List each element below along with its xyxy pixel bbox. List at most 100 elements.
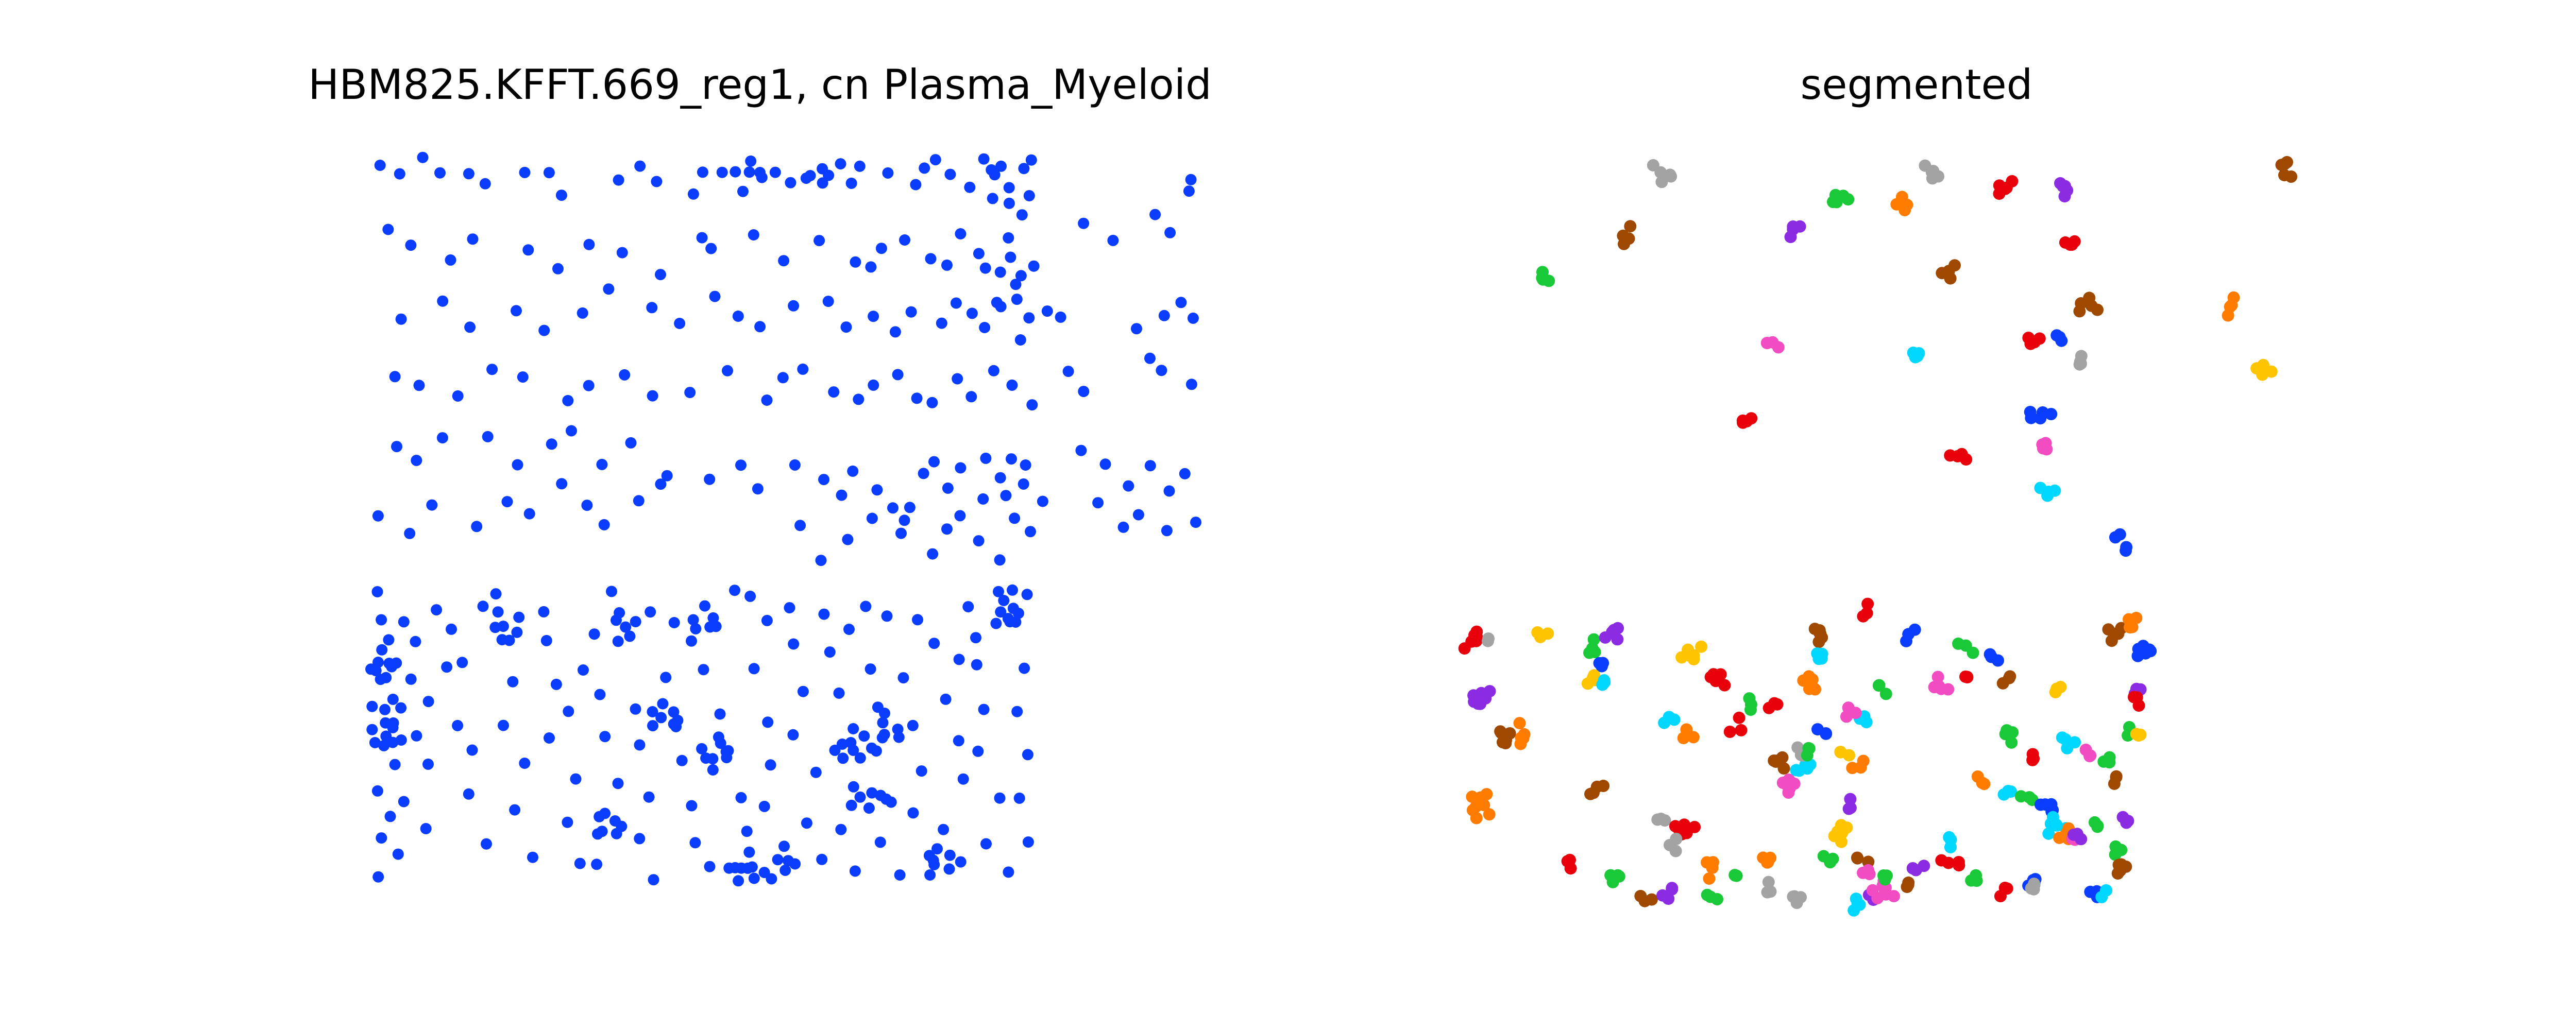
scatter-point bbox=[686, 800, 698, 812]
scatter-point bbox=[395, 702, 407, 714]
scatter-point bbox=[910, 179, 922, 191]
segment-point bbox=[2091, 820, 2104, 833]
scatter-point bbox=[816, 853, 828, 865]
scatter-point bbox=[1161, 525, 1173, 537]
scatter-point bbox=[748, 872, 760, 884]
scatter-point bbox=[942, 482, 954, 494]
segment-point bbox=[1695, 640, 1708, 653]
scatter-point bbox=[562, 816, 573, 828]
segment-point bbox=[1993, 187, 2006, 200]
scatter-point bbox=[843, 624, 855, 635]
segment-point bbox=[1534, 630, 1547, 643]
segment-point bbox=[2068, 235, 2081, 248]
scatter-point bbox=[503, 634, 515, 646]
scatter-point bbox=[955, 462, 967, 474]
scatter-point bbox=[907, 719, 919, 731]
scatter-point bbox=[446, 623, 457, 635]
scatter-point bbox=[523, 508, 535, 520]
scatter-point bbox=[434, 167, 446, 179]
scatter-point bbox=[1149, 209, 1161, 220]
scatter-point bbox=[1179, 468, 1191, 479]
scatter-point bbox=[687, 614, 699, 626]
scatter-point bbox=[817, 163, 828, 175]
scatter-point bbox=[566, 425, 577, 437]
segment-point bbox=[2046, 811, 2059, 823]
scatter-point bbox=[1023, 190, 1035, 201]
scatter-point bbox=[723, 862, 735, 874]
scatter-point bbox=[698, 664, 709, 676]
scatter-point bbox=[1022, 836, 1034, 848]
scatter-point bbox=[655, 269, 666, 281]
scatter-point bbox=[905, 306, 917, 318]
scatter-point bbox=[860, 600, 872, 612]
segment-point bbox=[1707, 668, 1720, 681]
scatter-point bbox=[788, 300, 800, 312]
segment-point bbox=[1907, 347, 1920, 359]
scatter-point bbox=[389, 371, 401, 383]
segment-point bbox=[2275, 159, 2288, 171]
scatter-point bbox=[519, 166, 531, 178]
scatter-point bbox=[835, 823, 847, 835]
scatter-point bbox=[599, 731, 611, 743]
scatter-point bbox=[431, 604, 443, 616]
scatter-point bbox=[848, 723, 859, 734]
scatter-point bbox=[647, 720, 658, 732]
scatter-point bbox=[875, 243, 887, 254]
scatter-point bbox=[845, 177, 857, 189]
scatter-point bbox=[730, 166, 741, 178]
scatter-point bbox=[814, 235, 825, 247]
scatter-point bbox=[1156, 365, 1167, 376]
segment-point bbox=[2024, 337, 2037, 350]
segment-point bbox=[2028, 878, 2041, 890]
scatter-point bbox=[544, 732, 555, 744]
scatter-point bbox=[445, 254, 456, 266]
scatter-point bbox=[1163, 485, 1175, 497]
segment-point bbox=[1857, 610, 1870, 623]
segment-point bbox=[1480, 788, 1493, 801]
scatter-point bbox=[965, 391, 977, 403]
scatter-point bbox=[634, 160, 646, 172]
scatter-point bbox=[1131, 323, 1142, 335]
scatter-point bbox=[466, 744, 478, 756]
scatter-point bbox=[944, 849, 956, 861]
scatter-point bbox=[970, 632, 981, 644]
scatter-point bbox=[779, 864, 791, 876]
segment-point bbox=[1472, 697, 1484, 710]
scatter-point bbox=[422, 696, 434, 708]
scatter-point bbox=[696, 232, 708, 244]
scatter-point bbox=[752, 483, 764, 495]
scatter-point bbox=[543, 167, 555, 179]
scatter-point bbox=[707, 764, 719, 776]
segment-point bbox=[1766, 336, 1779, 349]
segment-point bbox=[1872, 679, 1885, 692]
segment-point bbox=[1669, 845, 1682, 857]
scatter-point bbox=[596, 458, 608, 470]
segment-point bbox=[1817, 850, 1830, 863]
scatter-point bbox=[689, 837, 701, 849]
segment-point bbox=[1851, 897, 1864, 910]
scatter-point bbox=[643, 791, 655, 803]
segment-point bbox=[2001, 882, 2013, 895]
scatter-point bbox=[707, 612, 719, 624]
segment-point bbox=[1706, 862, 1719, 874]
scatter-point bbox=[978, 703, 990, 715]
scatter-point bbox=[778, 840, 790, 852]
scatter-point bbox=[646, 302, 658, 314]
scatter-point bbox=[1011, 294, 1023, 305]
scatter-point bbox=[1117, 521, 1129, 533]
segment-point bbox=[1783, 782, 1796, 795]
scatter-point bbox=[498, 719, 509, 731]
segment-point bbox=[1729, 869, 1741, 882]
segment-point bbox=[1908, 623, 1921, 636]
scatter-point bbox=[863, 802, 875, 814]
segment-point bbox=[1744, 698, 1757, 711]
scatter-point bbox=[1187, 312, 1199, 324]
segment-point bbox=[2132, 729, 2145, 742]
scatter-point bbox=[840, 321, 852, 333]
segment-point bbox=[2014, 790, 2027, 803]
scatter-point bbox=[868, 311, 879, 322]
scatter-point bbox=[772, 854, 784, 866]
segment-point bbox=[1837, 190, 1850, 202]
scatter-point bbox=[784, 602, 795, 614]
segment-point bbox=[2103, 751, 2116, 764]
